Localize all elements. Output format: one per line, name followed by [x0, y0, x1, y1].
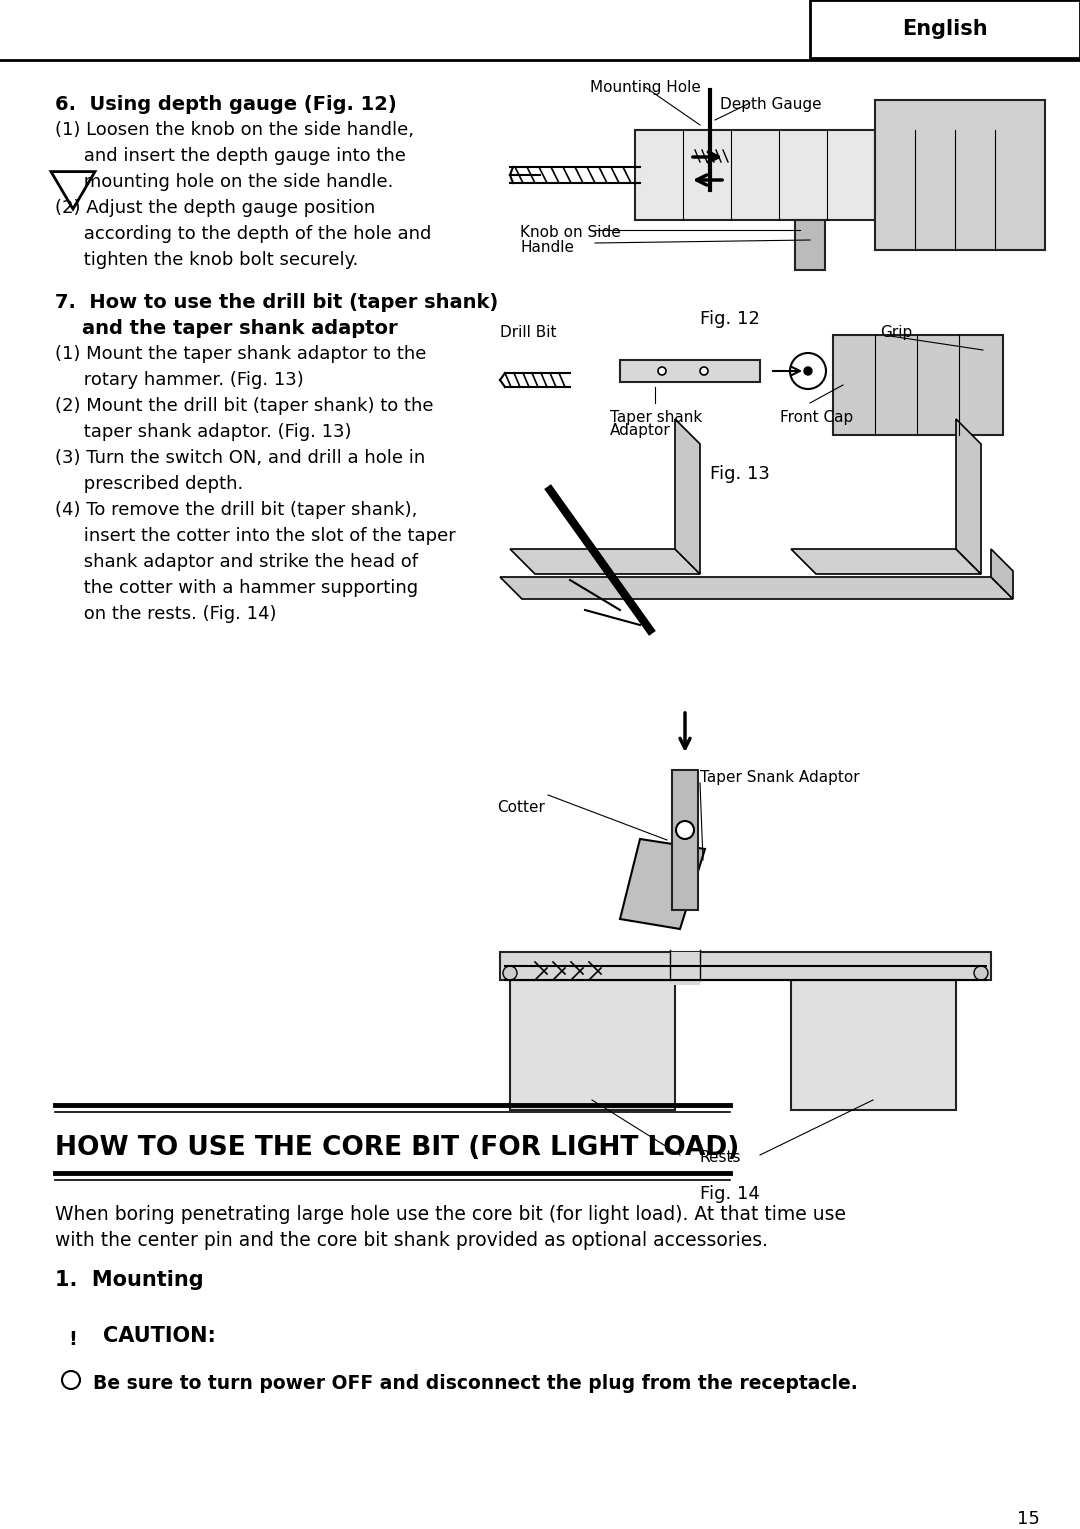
Bar	[620, 359, 760, 382]
Circle shape	[676, 821, 694, 839]
Bar	[500, 953, 991, 980]
Circle shape	[62, 1372, 80, 1388]
Text: Depth Gauge: Depth Gauge	[720, 96, 822, 112]
Text: Rests: Rests	[699, 1150, 741, 1165]
Circle shape	[700, 367, 708, 375]
Bar	[672, 771, 698, 910]
Text: taper shank adaptor. (Fig. 13): taper shank adaptor. (Fig. 13)	[55, 422, 351, 440]
Bar	[833, 335, 1003, 434]
Text: Grip: Grip	[880, 326, 913, 339]
Text: 6.  Using depth gauge (Fig. 12): 6. Using depth gauge (Fig. 12)	[55, 95, 396, 115]
Text: English: English	[902, 18, 988, 40]
Bar	[875, 99, 1045, 251]
Bar	[670, 953, 700, 985]
Text: (3) Turn the switch ON, and drill a hole in: (3) Turn the switch ON, and drill a hole…	[55, 448, 426, 466]
Bar	[810, 0, 1080, 58]
Circle shape	[804, 367, 812, 375]
Text: Knob on Side: Knob on Side	[519, 225, 621, 240]
Circle shape	[789, 353, 826, 388]
Text: shank adaptor and strike the head of: shank adaptor and strike the head of	[55, 552, 418, 570]
Text: Taper Snank Adaptor: Taper Snank Adaptor	[700, 771, 860, 784]
Polygon shape	[510, 549, 700, 573]
Text: Be sure to turn power OFF and disconnect the plug from the receptacle.: Be sure to turn power OFF and disconnect…	[93, 1375, 858, 1393]
Bar	[791, 980, 956, 1110]
Polygon shape	[956, 419, 981, 573]
Text: (2) Adjust the depth gauge position: (2) Adjust the depth gauge position	[55, 199, 375, 217]
Circle shape	[974, 966, 988, 980]
Text: Fig. 12: Fig. 12	[700, 310, 760, 329]
Text: Taper shank: Taper shank	[610, 410, 702, 425]
Bar	[510, 980, 675, 1110]
Circle shape	[503, 966, 517, 980]
Text: and insert the depth gauge into the: and insert the depth gauge into the	[55, 147, 406, 165]
Text: Fig. 13: Fig. 13	[710, 465, 770, 483]
Text: Front Cap: Front Cap	[780, 410, 853, 425]
Text: with the center pin and the core bit shank provided as optional accessories.: with the center pin and the core bit sha…	[55, 1231, 768, 1251]
Text: CAUTION:: CAUTION:	[103, 1326, 216, 1346]
Text: (1) Mount the taper shank adaptor to the: (1) Mount the taper shank adaptor to the	[55, 344, 427, 362]
Text: the cotter with a hammer supporting: the cotter with a hammer supporting	[55, 578, 418, 596]
Text: Handle: Handle	[519, 240, 573, 255]
Text: When boring penetrating large hole use the core bit (for light load). At that ti: When boring penetrating large hole use t…	[55, 1205, 846, 1225]
Polygon shape	[791, 549, 981, 573]
Bar	[635, 130, 875, 220]
Text: Adaptor: Adaptor	[610, 424, 671, 437]
Text: Fig. 14: Fig. 14	[700, 1185, 760, 1203]
Text: !: !	[68, 1330, 78, 1349]
Circle shape	[658, 367, 666, 375]
Text: 7.  How to use the drill bit (taper shank): 7. How to use the drill bit (taper shank…	[55, 292, 498, 312]
Text: (1) Loosen the knob on the side handle,: (1) Loosen the knob on the side handle,	[55, 121, 414, 139]
Text: on the rests. (Fig. 14): on the rests. (Fig. 14)	[55, 604, 276, 622]
Text: (4) To remove the drill bit (taper shank),: (4) To remove the drill bit (taper shank…	[55, 500, 417, 518]
Text: 1.  Mounting: 1. Mounting	[55, 1271, 204, 1290]
Text: prescribed depth.: prescribed depth.	[55, 474, 243, 492]
Text: (2) Mount the drill bit (taper shank) to the: (2) Mount the drill bit (taper shank) to…	[55, 396, 433, 414]
Polygon shape	[675, 419, 700, 573]
Text: 15: 15	[1017, 1511, 1040, 1527]
Bar	[795, 220, 825, 271]
Text: rotary hammer. (Fig. 13): rotary hammer. (Fig. 13)	[55, 370, 303, 388]
Polygon shape	[500, 576, 1013, 599]
Polygon shape	[620, 839, 705, 930]
Text: Mounting Hole: Mounting Hole	[590, 80, 701, 95]
Text: HOW TO USE THE CORE BIT (FOR LIGHT LOAD): HOW TO USE THE CORE BIT (FOR LIGHT LOAD)	[55, 1135, 739, 1161]
Polygon shape	[991, 549, 1013, 599]
Text: tighten the knob bolt securely.: tighten the knob bolt securely.	[55, 251, 359, 269]
Text: according to the depth of the hole and: according to the depth of the hole and	[55, 225, 431, 243]
Text: insert the cotter into the slot of the taper: insert the cotter into the slot of the t…	[55, 526, 456, 544]
Text: mounting hole on the side handle.: mounting hole on the side handle.	[55, 173, 393, 191]
Polygon shape	[51, 171, 95, 209]
Text: Drill Bit: Drill Bit	[500, 326, 556, 339]
Text: Cotter: Cotter	[497, 800, 545, 815]
Text: and the taper shank adaptor: and the taper shank adaptor	[55, 318, 397, 338]
